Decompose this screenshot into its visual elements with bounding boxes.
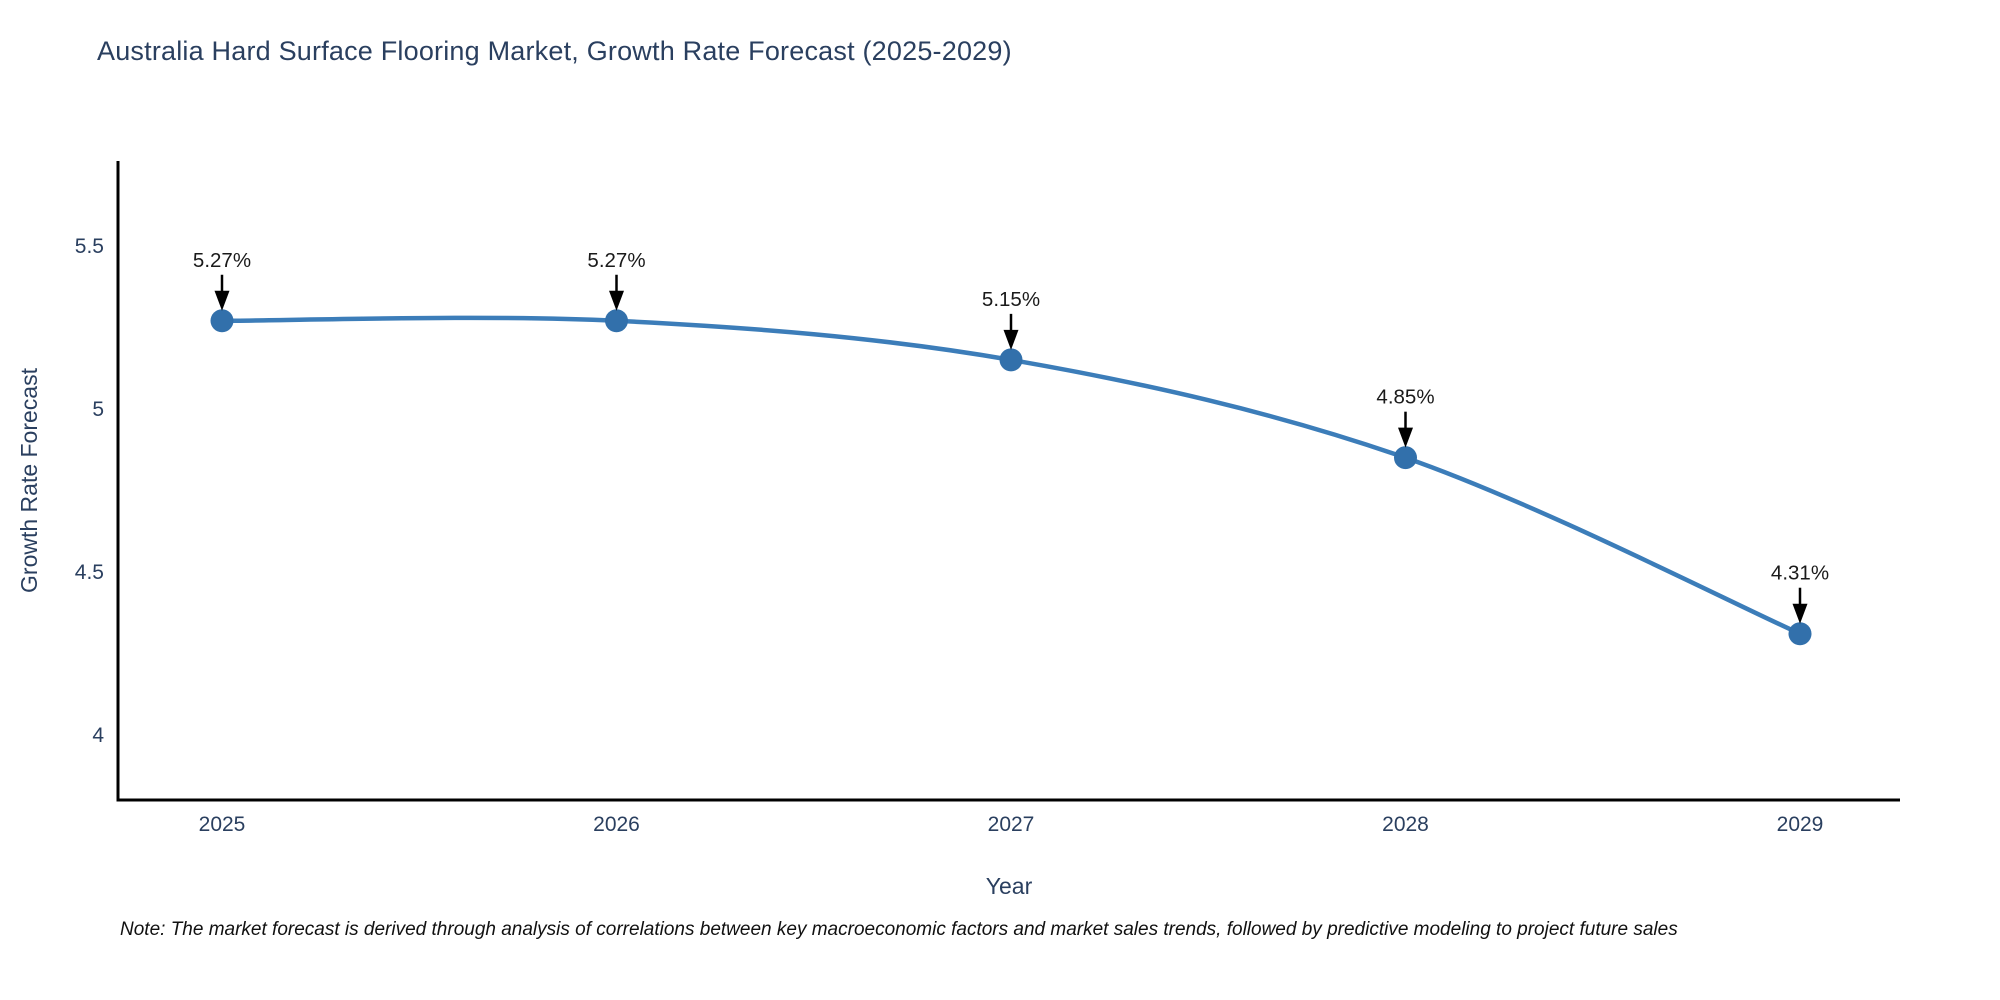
- data-point-marker: [605, 309, 628, 333]
- annotation-arrowhead: [1003, 329, 1019, 350]
- annotation-arrowhead: [609, 290, 624, 311]
- y-tick-label: 5: [92, 398, 104, 421]
- x-tick-label: 2026: [593, 813, 640, 836]
- chart-title: Australia Hard Surface Flooring Market, …: [97, 36, 1012, 66]
- y-tick-label: 5.5: [75, 235, 104, 258]
- x-tick-label: 2025: [199, 813, 246, 836]
- footnote: Note: The market forecast is derived thr…: [120, 919, 1678, 940]
- data-point-marker: [999, 348, 1023, 372]
- annotation-arrowhead: [1398, 427, 1413, 448]
- point-value-label: 5.15%: [982, 288, 1040, 311]
- axis-lines: [116, 161, 1900, 802]
- point-value-label: 4.31%: [1771, 562, 1829, 585]
- x-tick-label: 2028: [1382, 813, 1429, 836]
- y-axis-title: Growth Rate Forecast: [16, 367, 42, 593]
- annotation-arrowhead: [1792, 603, 1808, 624]
- data-point-marker: [1394, 446, 1417, 470]
- data-point-marker: [1788, 622, 1812, 646]
- x-axis-title: Year: [986, 873, 1033, 899]
- x-tick-label: 2029: [1777, 813, 1824, 836]
- point-value-label: 5.27%: [587, 249, 645, 272]
- point-value-label: 4.85%: [1376, 386, 1434, 409]
- y-tick-label: 4: [92, 724, 104, 747]
- point-value-label: 5.27%: [193, 249, 251, 272]
- data-point-marker: [210, 309, 234, 333]
- annotation-arrowhead: [214, 290, 230, 311]
- x-tick-label: 2027: [988, 813, 1035, 836]
- y-tick-label: 4.5: [75, 561, 104, 584]
